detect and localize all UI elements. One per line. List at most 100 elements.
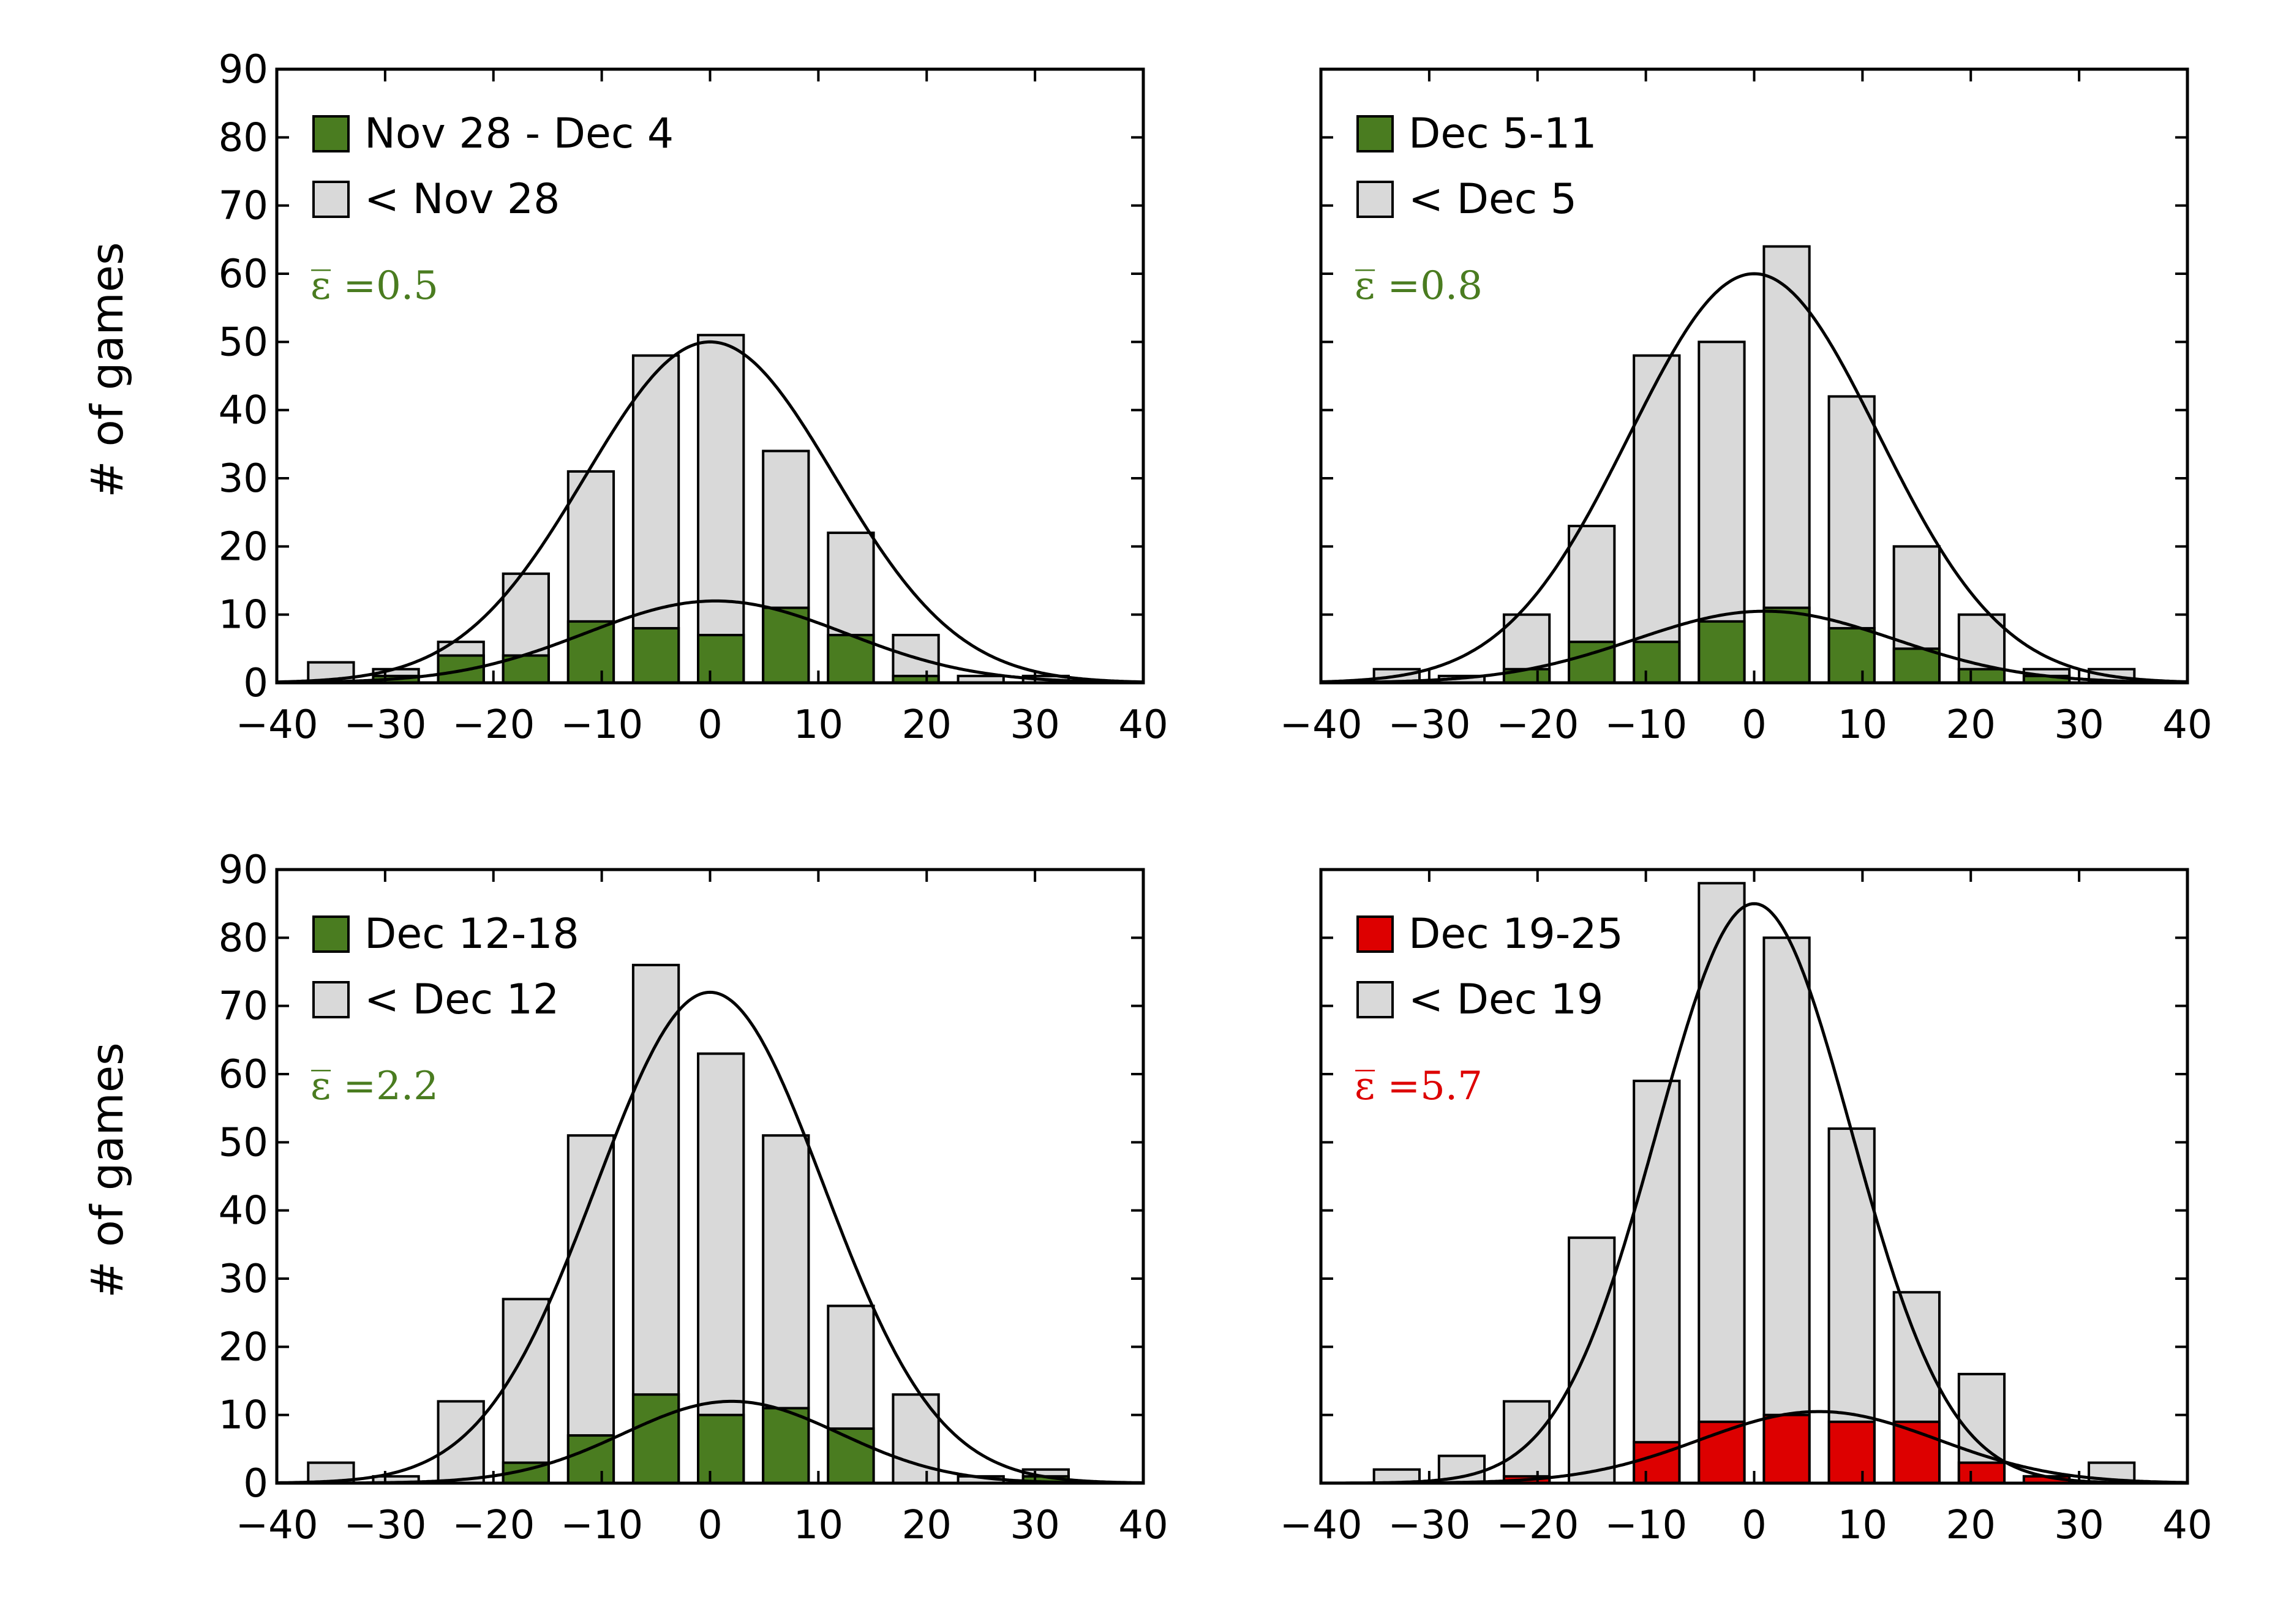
legend-label: < Dec 5 [1408, 175, 1577, 224]
subplot-4: −40 −30 −20 −10 0 10 20 30 40 Dec 19-25 < Dec 19 ε̅… [1279, 868, 2213, 1548]
bar-prior [1698, 882, 1746, 1485]
y-tick-label: 40 [219, 388, 268, 434]
y-tick-label: 10 [219, 1393, 268, 1438]
fit-curve-1 [276, 340, 1144, 684]
bar-prior [437, 1400, 485, 1484]
x-tick-label: 40 [2162, 702, 2212, 748]
x-tick-label: 10 [1838, 1503, 1887, 1548]
legend-label: < Dec 19 [1408, 976, 1603, 1024]
bar-current [1827, 626, 1876, 685]
fit-curve-1 [277, 990, 1143, 1484]
legend-swatch [312, 181, 350, 218]
bar-prior [697, 334, 745, 684]
bar-current [697, 1413, 745, 1485]
legend-swatch [1356, 915, 1394, 953]
legend: Dec 12-18 < Dec 12 [312, 910, 579, 1024]
legend-label: Dec 12-18 [364, 910, 579, 958]
y-tick-label: 60 [219, 1052, 268, 1097]
x-tick-label: 30 [1010, 702, 1059, 748]
x-tick-label: 40 [1118, 702, 1168, 748]
legend: Dec 19-25 < Dec 19 [1356, 910, 1623, 1024]
y-axis-label: # of games [81, 242, 133, 497]
bar-current [1957, 1461, 2006, 1485]
x-tick-label: −10 [1604, 1503, 1687, 1548]
bar-current [631, 1393, 680, 1484]
x-tick-label: −40 [1279, 1503, 1362, 1548]
bar-current [631, 626, 680, 685]
x-tick-label: 20 [1946, 702, 1996, 748]
bar-prior [1568, 1236, 1616, 1484]
x-tick-label: −30 [344, 702, 426, 748]
legend-label: Dec 5-11 [1408, 110, 1597, 158]
plot-frame [1319, 868, 2189, 1485]
x-tick-label: −30 [344, 1503, 426, 1548]
legend-swatch [1356, 115, 1394, 152]
subplot-1: −40 −30 −20 −10 0 10 20 30 40 0 10 20 30 40 50 60 70 80 90… [81, 47, 1168, 748]
y-axis-label: # of games [81, 1042, 133, 1298]
x-tick-label: −40 [1279, 702, 1362, 748]
bar-current [1633, 641, 1681, 684]
x-tick-label: 10 [794, 702, 843, 748]
legend-swatch [1356, 181, 1394, 218]
legend: Nov 28 - Dec 4 < Nov 28 [312, 110, 674, 224]
x-tick-label: 30 [1010, 1503, 1059, 1548]
x-tick-label: −10 [560, 702, 643, 748]
x-tick-label: −40 [235, 702, 318, 748]
x-tick-label: 20 [902, 1503, 952, 1548]
bar-current [1762, 1413, 1811, 1485]
legend-label: Dec 19-25 [1408, 910, 1623, 958]
y-tick-label: 80 [219, 915, 268, 961]
x-tick-label: −30 [1388, 702, 1470, 748]
legend-swatch [312, 915, 350, 953]
x-tick-label: 40 [2162, 1503, 2212, 1548]
x-tick-label: −40 [235, 1503, 318, 1548]
x-tick-label: 0 [1742, 1503, 1767, 1548]
bar-prior [566, 1134, 615, 1484]
bar-current [1892, 647, 1941, 685]
epsilon-annotation: ε̅ =2.2 [310, 1064, 438, 1109]
legend-label: < Nov 28 [364, 175, 560, 224]
x-tick-label: 10 [1838, 702, 1887, 748]
x-tick-label: 20 [1946, 1503, 1996, 1548]
y-tick-label: 70 [219, 184, 268, 229]
y-tick-label: 50 [219, 320, 268, 365]
fit-curve-1 [1320, 272, 2188, 683]
x-tick-label: −20 [452, 1503, 535, 1548]
y-tick-label: 80 [219, 115, 268, 160]
y-tick-label: 30 [219, 456, 268, 502]
x-tick-label: 40 [1118, 1503, 1168, 1548]
x-tick-label: −30 [1388, 1503, 1470, 1548]
bar-prior [1762, 936, 1811, 1485]
bar-current [1957, 667, 2006, 684]
y-tick-label: 20 [219, 524, 268, 570]
x-tick-label: −20 [1496, 1503, 1579, 1548]
fit-curve-1 [1320, 902, 2188, 1485]
x-tick-label: −10 [1604, 702, 1687, 748]
plot-frame [1319, 67, 2189, 685]
fit-curve-2 [1320, 609, 2187, 685]
x-tick-label: 20 [902, 702, 952, 748]
x-tick-label: 10 [794, 1503, 843, 1548]
y-tick-label: 70 [219, 984, 268, 1029]
y-tick-label: 0 [243, 661, 268, 706]
y-tick-label: 50 [219, 1120, 268, 1165]
bar-prior [1502, 1400, 1551, 1484]
y-tick-label: 60 [219, 252, 268, 297]
x-tick-label: −20 [452, 702, 535, 748]
bar-prior [697, 1052, 745, 1484]
epsilon-annotation: ε̅ =5.7 [1355, 1064, 1483, 1109]
bar-current [1762, 606, 1811, 684]
y-tick-label: 10 [219, 593, 268, 638]
bar-prior [1633, 1080, 1681, 1484]
legend-swatch [1356, 981, 1394, 1018]
y-tick-label: 90 [219, 848, 268, 893]
legend-swatch [312, 115, 350, 152]
y-tick-label: 30 [219, 1257, 268, 1302]
bar-current [1698, 620, 1746, 684]
x-tick-label: −20 [1496, 702, 1579, 748]
x-tick-label: −10 [560, 1503, 643, 1548]
legend-label: Nov 28 - Dec 4 [364, 110, 674, 158]
x-tick-label: 0 [698, 1503, 723, 1548]
x-tick-label: 30 [2054, 1503, 2104, 1548]
